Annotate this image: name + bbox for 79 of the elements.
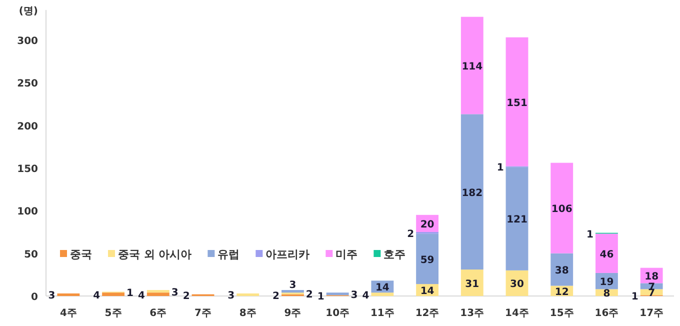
- data-label: 8: [603, 288, 610, 300]
- data-label: 3: [289, 280, 296, 292]
- legend-label: 호주: [384, 248, 406, 261]
- data-label: 2: [407, 228, 414, 240]
- data-label: 2: [182, 291, 190, 302]
- x-tick-label: 8주: [239, 308, 256, 319]
- data-label: 12: [554, 286, 569, 298]
- y-tick-label: 150: [17, 164, 38, 175]
- bar: [371, 292, 394, 296]
- y-tick-label: 100: [17, 206, 38, 218]
- bar: [596, 234, 618, 273]
- data-label: 4: [93, 290, 100, 302]
- y-tick-label: 300: [17, 36, 38, 47]
- data-label: 4: [362, 290, 370, 302]
- x-tick-label: 6주: [150, 308, 167, 319]
- data-label: 121: [506, 214, 528, 226]
- x-tick-label: 12주: [415, 308, 440, 319]
- bar: [326, 292, 349, 296]
- y-tick-label: 250: [17, 78, 38, 90]
- data-label: 1: [496, 162, 504, 174]
- data-label: 1: [631, 292, 638, 303]
- bar: [460, 270, 484, 296]
- bar: [506, 167, 528, 270]
- data-label: 59: [420, 254, 434, 266]
- bar: [550, 253, 574, 286]
- legend-label: 유럽: [218, 248, 240, 261]
- data-label: 114: [462, 61, 483, 72]
- data-label: 38: [554, 266, 569, 277]
- x-tick-label: 14주: [505, 308, 529, 319]
- data-label: 20: [420, 219, 434, 230]
- data-label: 1: [126, 288, 134, 300]
- bar: [282, 290, 304, 293]
- x-tick-label: 9주: [284, 308, 302, 319]
- bar: [102, 292, 124, 296]
- bar: [146, 292, 170, 296]
- x-tick-label: 13주: [460, 308, 484, 319]
- legend-label: 중국 외 아시아: [118, 248, 192, 261]
- data-label: 3: [48, 290, 56, 302]
- x-tick-label: 5주: [104, 308, 122, 319]
- data-label: 4: [138, 290, 145, 302]
- data-label: 2: [272, 291, 280, 302]
- bar: [57, 293, 80, 296]
- data-label: 30: [510, 279, 524, 290]
- x-tick-label: 17주: [640, 308, 664, 319]
- bar: [416, 234, 438, 284]
- bar: [506, 37, 528, 166]
- data-label: 19: [600, 277, 614, 288]
- data-label: 3: [350, 290, 358, 301]
- data-label: 14: [375, 282, 390, 294]
- x-tick-label: 11주: [370, 308, 394, 319]
- data-label: 151: [506, 98, 528, 109]
- x-tick-label: 16주: [594, 308, 619, 319]
- legend-label: 중국: [70, 248, 92, 261]
- y-axis-title: (명): [18, 6, 38, 17]
- y-tick-label: 0: [31, 292, 38, 303]
- bar: [550, 162, 574, 254]
- legend-label: 아프리카: [266, 248, 310, 261]
- x-tick-label: 4주: [60, 308, 77, 319]
- bar: [146, 290, 170, 293]
- data-label: 18: [644, 272, 659, 283]
- y-tick-label: 200: [17, 121, 38, 132]
- x-tick-label: 10주: [326, 308, 350, 319]
- data-label: 46: [600, 249, 614, 260]
- data-label: 3: [171, 287, 178, 298]
- legend-label: 미주: [336, 248, 358, 261]
- data-label: 2: [306, 289, 313, 300]
- data-label: 1: [586, 229, 594, 240]
- y-tick-label: 50: [24, 249, 38, 260]
- data-label: 1: [317, 292, 324, 303]
- x-tick-label: 7주: [194, 308, 212, 319]
- data-label: 182: [462, 188, 483, 199]
- x-tick-label: 15주: [550, 308, 574, 319]
- data-label: 31: [465, 278, 480, 290]
- data-label: 106: [551, 204, 572, 216]
- bar: [460, 16, 484, 114]
- data-label: 14: [420, 286, 434, 298]
- bar: [236, 293, 260, 296]
- bar: [460, 114, 484, 270]
- data-label: 3: [228, 290, 235, 302]
